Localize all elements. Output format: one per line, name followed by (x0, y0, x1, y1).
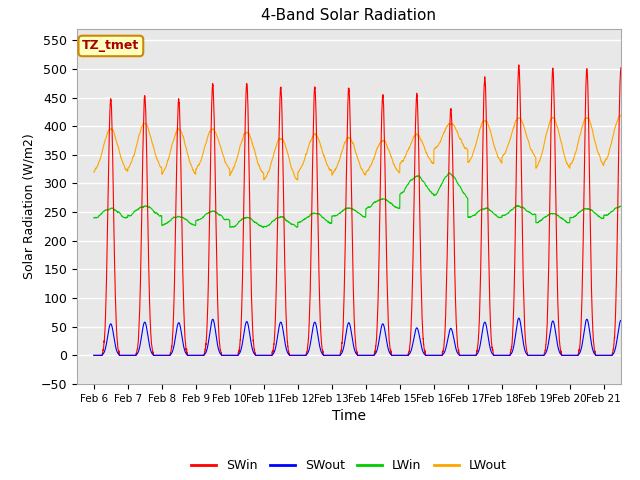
Y-axis label: Solar Radiation (W/m2): Solar Radiation (W/m2) (22, 133, 35, 279)
Legend: SWin, SWout, LWin, LWout: SWin, SWout, LWin, LWout (186, 454, 512, 477)
Text: TZ_tmet: TZ_tmet (82, 39, 140, 52)
Title: 4-Band Solar Radiation: 4-Band Solar Radiation (261, 9, 436, 24)
X-axis label: Time: Time (332, 409, 366, 423)
